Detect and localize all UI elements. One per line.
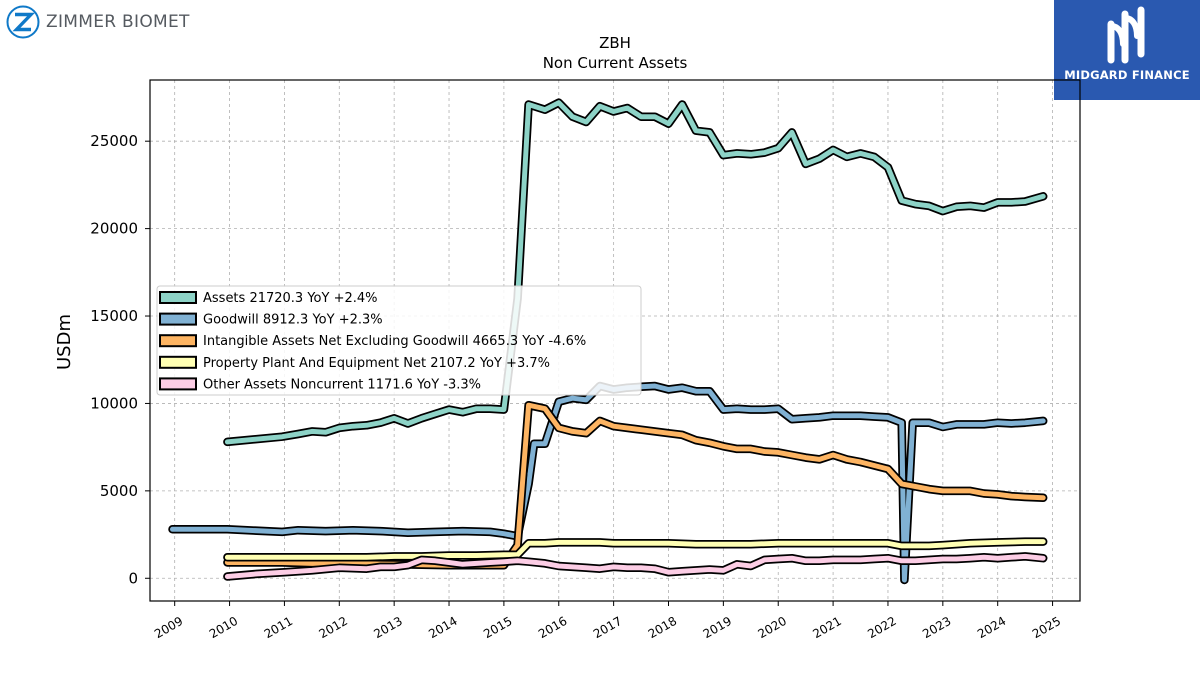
series-line-3 — [224, 539, 1046, 560]
plot-frame — [149, 79, 1081, 602]
y-tick-label: 25000 — [90, 132, 138, 150]
chart-subtitle: Non Current Assets — [543, 54, 688, 72]
x-tick-label: 2012 — [317, 614, 350, 641]
y-tick-label: 5000 — [100, 482, 138, 500]
legend-swatch — [159, 334, 197, 348]
brand-name: MIDGARD FINANCE — [1064, 68, 1190, 82]
y-tick-label: 0 — [128, 569, 138, 587]
y-tick-label: 20000 — [90, 220, 138, 238]
legend-label: Property Plant And Equipment Net 2107.2 … — [203, 356, 550, 371]
x-tick-label: 2021 — [810, 614, 843, 641]
chart-title: ZBH — [599, 34, 631, 52]
series-line-1 — [170, 383, 1046, 583]
x-tick-label: 2013 — [371, 614, 404, 641]
series-line-2 — [224, 402, 1046, 568]
x-tick-label: 2009 — [152, 614, 185, 641]
series-line-4 — [224, 553, 1046, 579]
x-tick-label: 2022 — [865, 614, 898, 641]
x-tick-label: 2023 — [920, 614, 953, 641]
x-tick-label: 2017 — [591, 614, 624, 641]
legend-label: Goodwill 8912.3 YoY +2.3% — [203, 313, 383, 328]
x-tick-label: 2019 — [701, 614, 734, 641]
series-line-0 — [224, 100, 1046, 445]
zimmer-z-logo-icon — [6, 5, 40, 39]
x-tick-label: 2020 — [756, 614, 789, 641]
legend-label: Other Assets Noncurrent 1171.6 YoY -3.3% — [203, 377, 481, 392]
x-tick-label: 2014 — [426, 614, 459, 641]
legend-label: Assets 21720.3 YoY +2.4% — [203, 291, 378, 306]
zimmer-biomet-logo: ZIMMER BIOMET — [6, 4, 190, 40]
logo-text: ZIMMER BIOMET — [46, 12, 190, 32]
y-axis-label: USDm — [54, 314, 75, 370]
legend-swatch — [159, 312, 197, 326]
x-tick-label: 2015 — [481, 614, 514, 641]
legend-swatch — [159, 355, 197, 369]
x-tick-label: 2011 — [262, 614, 295, 641]
legend: Assets 21720.3 YoY +2.4% Goodwill 8912.3 … — [156, 285, 642, 396]
midgard-finance-badge: MIDGARD FINANCE — [1054, 0, 1200, 100]
x-tick-label: 2025 — [1030, 614, 1063, 641]
legend-box — [156, 285, 642, 396]
grid — [150, 80, 1080, 601]
x-tick-label: 2010 — [207, 614, 240, 641]
y-tick-label: 15000 — [90, 307, 138, 325]
legend-swatch — [159, 291, 197, 304]
x-tick-label: 2016 — [536, 614, 569, 641]
series-layer — [168, 98, 1048, 585]
y-tick-label: 10000 — [90, 394, 138, 412]
midgard-m-logo-icon — [1107, 6, 1145, 64]
legend-swatch — [159, 377, 197, 391]
x-tick-label: 2018 — [646, 614, 679, 641]
x-tick-label: 2024 — [975, 614, 1008, 641]
legend-label: Intangible Assets Net Excluding Goodwill… — [203, 334, 586, 349]
